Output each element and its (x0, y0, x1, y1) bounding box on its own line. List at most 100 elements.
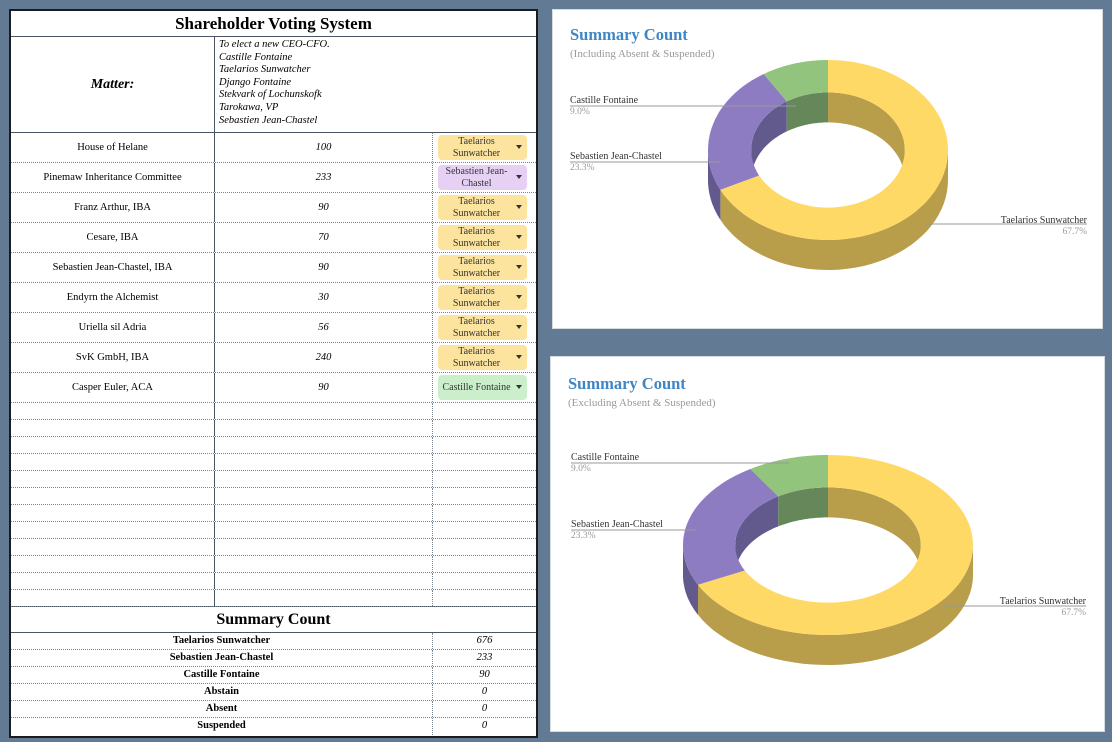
empty-cell[interactable] (215, 522, 433, 538)
empty-cell[interactable] (433, 522, 536, 538)
share-count[interactable]: 100 (215, 133, 433, 162)
vote-cell: Taelarios Sunwatcher (433, 343, 536, 372)
matter-line: Django Fontaine (219, 76, 292, 88)
chart-card-including[interactable]: Summary Count (Including Absent & Suspen… (552, 9, 1103, 329)
vote-dropdown[interactable]: Taelarios Sunwatcher (438, 225, 527, 250)
donut-slice-sebastien-jean-chastel[interactable] (683, 469, 779, 585)
empty-cell[interactable] (11, 420, 215, 436)
dropdown-arrow-icon (516, 385, 522, 389)
donut-slice-castille-fontaine[interactable] (750, 455, 828, 497)
empty-cell[interactable] (433, 437, 536, 453)
empty-cell[interactable] (433, 454, 536, 470)
empty-cell[interactable] (11, 437, 215, 453)
empty-cell[interactable] (215, 454, 433, 470)
vote-cell: Taelarios Sunwatcher (433, 283, 536, 312)
chart-title: Summary Count (568, 374, 686, 393)
empty-cell[interactable] (11, 522, 215, 538)
empty-cell[interactable] (433, 556, 536, 572)
empty-cell[interactable] (215, 437, 433, 453)
empty-cell[interactable] (433, 471, 536, 487)
holder-name[interactable]: SvK GmbH, IBA (11, 343, 215, 372)
empty-cell[interactable] (433, 403, 536, 419)
empty-cell[interactable] (215, 590, 433, 606)
share-count[interactable]: 240 (215, 343, 433, 372)
share-count[interactable]: 56 (215, 313, 433, 342)
summary-value: 90 (479, 669, 490, 680)
holder-name[interactable]: Pinemaw Inheritance Committee (11, 163, 215, 192)
empty-cell[interactable] (215, 420, 433, 436)
share-count[interactable]: 233 (215, 163, 433, 192)
holder-name[interactable]: House of Helane (11, 133, 215, 162)
slice-label: Taelarios Sunwatcher (1001, 215, 1088, 226)
empty-cell[interactable] (11, 403, 215, 419)
vote-dropdown[interactable]: Taelarios Sunwatcher (438, 255, 527, 280)
summary-label: Taelarios Sunwatcher (11, 633, 433, 649)
empty-cell[interactable] (11, 471, 215, 487)
vote-dropdown[interactable]: Sebastien Jean-Chastel (438, 165, 527, 190)
share-count[interactable]: 90 (215, 253, 433, 282)
empty-cell[interactable] (433, 573, 536, 589)
empty-cell[interactable] (433, 539, 536, 555)
vote-dropdown[interactable]: Taelarios Sunwatcher (438, 285, 527, 310)
slice-percent: 67.7% (1061, 608, 1086, 618)
empty-cell[interactable] (215, 471, 433, 487)
empty-cell[interactable] (11, 505, 215, 521)
donut-slice-sebastien-jean-chastel[interactable] (708, 74, 787, 190)
sheet-title: Shareholder Voting System (11, 11, 536, 37)
empty-cell[interactable] (215, 403, 433, 419)
slice-label: Castille Fontaine (571, 452, 640, 463)
holder-name[interactable]: Franz Arthur, IBA (11, 193, 215, 222)
vote-value: Taelarios Sunwatcher (452, 286, 501, 309)
vote-cell: Taelarios Sunwatcher (433, 313, 536, 342)
empty-cell[interactable] (11, 556, 215, 572)
summary-label: Suspended (11, 718, 433, 735)
empty-cell[interactable] (215, 556, 433, 572)
empty-row (11, 403, 536, 420)
empty-cell[interactable] (215, 505, 433, 521)
summary-value: 0 (481, 720, 488, 731)
matter-line: Tarokawa, VP (219, 101, 279, 113)
empty-cell[interactable] (215, 573, 433, 589)
donut-slice-taelarios-sunwatcher[interactable] (698, 455, 973, 635)
empty-cell[interactable] (433, 488, 536, 504)
share-count[interactable]: 90 (215, 193, 433, 222)
holder-name[interactable]: Casper Euler, ACA (11, 373, 215, 402)
empty-cell[interactable] (433, 420, 536, 436)
empty-cell[interactable] (11, 454, 215, 470)
donut-slice-taelarios-sunwatcher[interactable] (720, 60, 948, 240)
empty-cell[interactable] (215, 488, 433, 504)
empty-cell[interactable] (11, 590, 215, 606)
empty-cell[interactable] (11, 539, 215, 555)
empty-row (11, 420, 536, 437)
donut-slice-castille-fontaine[interactable] (763, 60, 828, 102)
table-row: Pinemaw Inheritance Committee 233 Sebastie… (11, 163, 536, 193)
holder-name[interactable]: Cesare, IBA (11, 223, 215, 252)
vote-dropdown[interactable]: Taelarios Sunwatcher (438, 315, 527, 340)
chart-card-excluding[interactable]: Summary Count (Excluding Absent & Suspen… (550, 356, 1105, 732)
holder-name[interactable]: Endyrn the Alchemist (11, 283, 215, 312)
empty-cell[interactable] (11, 573, 215, 589)
slice-percent: 9.0% (571, 464, 591, 474)
holder-name[interactable]: Uriella sil Adria (11, 313, 215, 342)
empty-cell[interactable] (433, 505, 536, 521)
empty-row (11, 505, 536, 522)
vote-dropdown[interactable]: Taelarios Sunwatcher (438, 345, 527, 370)
empty-cell[interactable] (215, 539, 433, 555)
empty-row (11, 488, 536, 505)
empty-row (11, 590, 536, 607)
empty-cell[interactable] (433, 590, 536, 606)
summary-row: Castille Fontaine 90 (11, 667, 536, 684)
voting-sheet: Shareholder Voting System Matter: To ele… (9, 9, 538, 738)
vote-dropdown[interactable]: Taelarios Sunwatcher (438, 195, 527, 220)
donut-side-outer-0 (720, 150, 948, 270)
empty-cell[interactable] (11, 488, 215, 504)
share-count[interactable]: 90 (215, 373, 433, 402)
donut-side-outer-0 (698, 545, 973, 665)
matter-text[interactable]: To elect a new CEO-CFO. Castille Fontain… (215, 37, 536, 132)
share-count[interactable]: 30 (215, 283, 433, 312)
holder-name[interactable]: Sebastien Jean-Chastel, IBA (11, 253, 215, 282)
share-count[interactable]: 70 (215, 223, 433, 252)
vote-dropdown[interactable]: Taelarios Sunwatcher (438, 135, 527, 160)
vote-dropdown[interactable]: Castille Fontaine (438, 375, 527, 400)
empty-row (11, 556, 536, 573)
